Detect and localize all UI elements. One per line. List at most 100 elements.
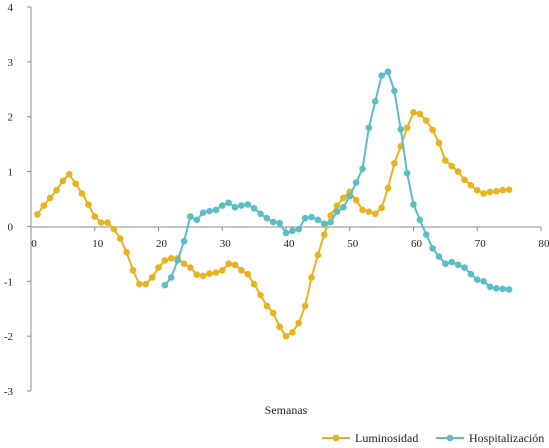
data-point [257,210,264,218]
x-tick-label: 0 [31,238,37,250]
data-point [180,260,188,268]
data-point [225,199,232,207]
data-point [352,179,360,186]
data-point [269,218,277,226]
data-point [199,272,207,280]
x-tick-label: 80 [539,238,549,250]
y-tick-label: -2 [4,331,13,343]
data-point [429,245,436,252]
data-point [486,283,494,291]
data-point [422,231,430,238]
data-point [435,253,443,260]
data-point [161,281,169,289]
data-point [97,219,105,226]
data-point [467,181,475,189]
data-point [46,194,54,202]
data-point [505,286,513,293]
data-point [91,213,99,220]
data-point [155,264,162,271]
data-point [244,201,252,208]
data-point [212,206,220,214]
data-point [314,251,322,259]
data-point [403,169,411,177]
data-point [480,277,487,285]
data-point [206,270,213,277]
data-point [461,176,468,184]
data-point [295,319,303,327]
data-point [320,231,328,238]
data-point [231,261,239,269]
data-point [193,271,201,279]
data-point [467,270,475,278]
data-point [289,329,296,336]
x-tick-label: 40 [284,238,296,250]
data-point [301,214,309,222]
data-point [116,235,124,242]
data-point [276,219,283,227]
data-point [320,220,328,227]
y-tick-label: 3 [8,57,14,69]
data-point [231,203,239,211]
data-point [410,201,417,208]
data-point [429,126,436,134]
legend-marker [332,434,340,442]
data-point [359,165,366,173]
series-1 [161,68,513,293]
data-point [136,280,143,288]
data-point [104,219,111,226]
data-point [442,260,449,268]
x-tick-label: 70 [475,238,487,250]
data-point [282,332,290,340]
data-point [187,264,194,271]
data-point [499,186,507,194]
data-point [448,162,456,170]
data-point [410,109,417,116]
data-point [187,213,194,220]
data-point [263,214,271,222]
data-point [289,227,296,235]
data-point [167,274,175,281]
data-point [65,171,73,178]
data-point [238,202,245,209]
data-point [493,188,500,195]
y-tick-label: -3 [4,386,14,398]
data-point [340,194,347,202]
y-tick-label: -1 [4,276,13,288]
data-point [371,98,379,105]
data-point [365,124,373,131]
data-point [174,257,181,264]
data-point [397,126,405,133]
data-point [269,309,277,317]
legend: Luminosidad Hospitalización [322,431,544,445]
data-point [308,213,315,221]
data-point [378,204,385,212]
data-point [193,216,201,224]
data-point [72,180,79,187]
data-point [295,225,303,233]
data-point [301,302,309,310]
data-point [340,203,347,211]
legend-label: Luminosidad [355,431,418,445]
data-point [333,202,341,209]
data-point [333,208,341,215]
data-point [263,302,271,310]
data-point [499,285,507,293]
data-point [493,285,500,292]
data-point [486,188,494,196]
data-point [142,280,150,288]
legend-marker [446,434,454,442]
data-point [442,157,449,164]
data-point [53,186,60,194]
data-point [448,258,456,266]
x-axis-title: Semanas [265,403,308,417]
data-point [454,261,462,269]
y-tick-label: 2 [8,112,14,124]
data-point [435,139,443,147]
data-point [473,186,481,194]
data-point [123,248,130,256]
data-point [454,168,462,175]
data-point [314,216,322,224]
data-point [461,264,468,271]
data-point [505,186,513,193]
